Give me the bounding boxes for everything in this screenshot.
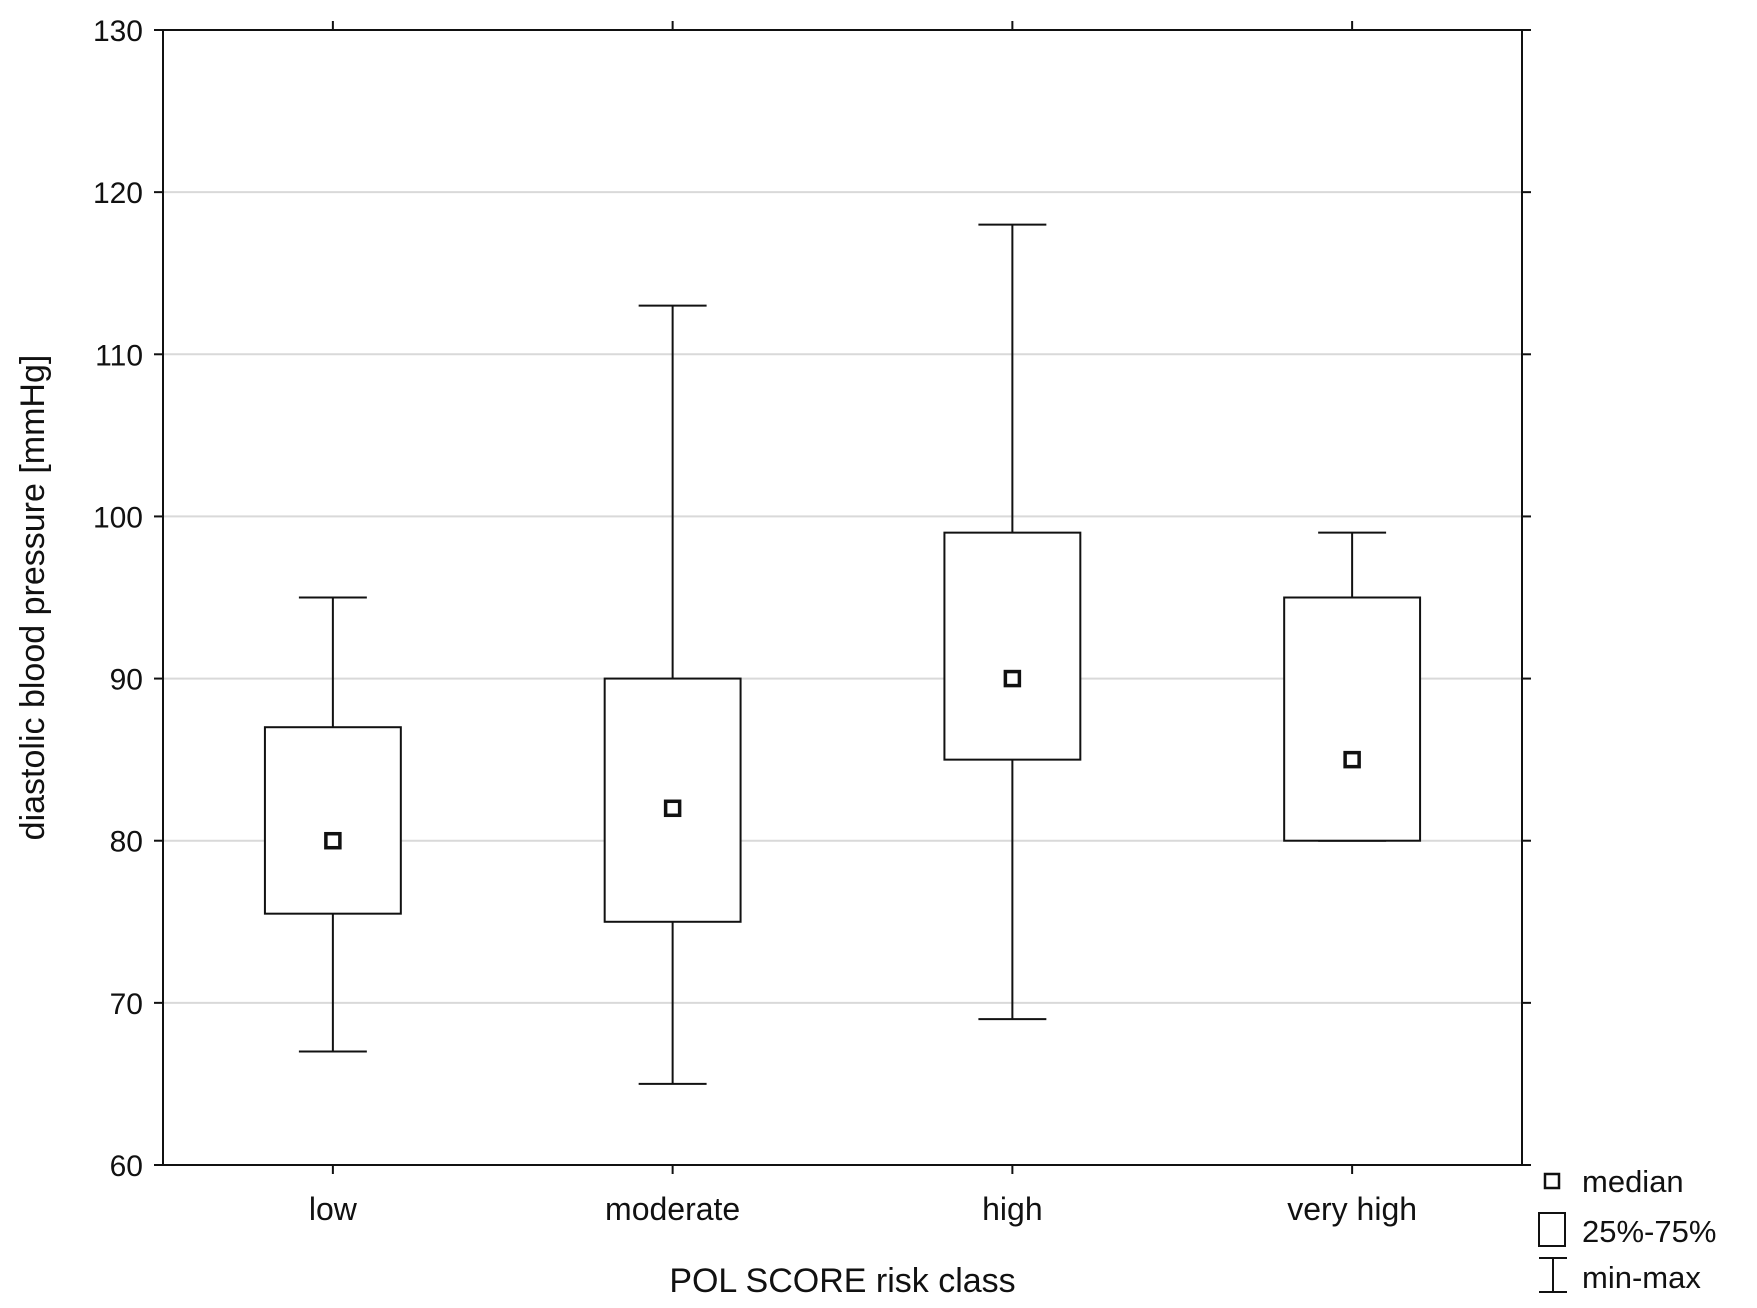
x-category-label: high: [982, 1191, 1043, 1227]
y-axis-ticks: [154, 21, 1531, 1174]
y-tick-label: 70: [110, 988, 143, 1021]
boxes: [263, 223, 1422, 1085]
y-tick-label: 120: [93, 177, 143, 210]
x-axis-title: POL SCORE risk class: [669, 1262, 1015, 1300]
box-group: [263, 596, 402, 1053]
legend-item-median: median: [1543, 1164, 1684, 1199]
legend-label-median: median: [1582, 1164, 1684, 1199]
median-symbol-icon: [1543, 1172, 1561, 1190]
legend-label-box: 25%-75%: [1582, 1214, 1716, 1249]
legend: median 25%-75% min-max: [1538, 1164, 1716, 1295]
legend-label-whisker: min-max: [1582, 1260, 1701, 1295]
y-tick-label: 130: [93, 15, 143, 48]
box-group: [1283, 531, 1422, 842]
box-group: [603, 304, 742, 1085]
box-symbol-icon: [1538, 1212, 1566, 1247]
x-category-label: moderate: [605, 1191, 740, 1227]
box-group: [943, 223, 1082, 1021]
median-marker: [1343, 750, 1361, 769]
iqr-box: [943, 531, 1082, 761]
axis-labels: 60 70 80 90 100 110 120 130 low moderate high very …: [93, 15, 1417, 1227]
y-tick-label: 100: [93, 501, 143, 534]
legend-item-box: 25%-75%: [1538, 1212, 1716, 1249]
median-marker: [324, 831, 342, 850]
median-marker: [1003, 669, 1022, 688]
y-tick-label: 110: [95, 339, 143, 372]
whisker-symbol-icon: [1539, 1257, 1567, 1293]
iqr-box: [1283, 596, 1422, 842]
plot-frame: [162, 29, 1523, 1166]
x-category-label: low: [309, 1191, 358, 1227]
y-tick-label: 80: [110, 826, 143, 859]
iqr-box: [263, 726, 402, 915]
y-tick-label: 90: [110, 664, 143, 697]
x-category-label: very high: [1287, 1191, 1417, 1227]
median-marker: [663, 799, 682, 818]
legend-item-whisker: min-max: [1539, 1257, 1701, 1295]
y-tick-label: 60: [110, 1150, 143, 1183]
y-axis-title: diastolic blood pressure [mmHg]: [14, 355, 52, 841]
